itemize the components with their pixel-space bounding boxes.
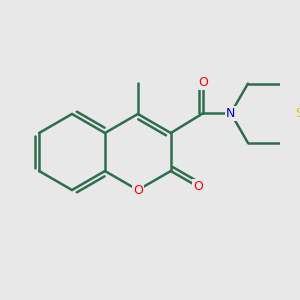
Text: O: O (133, 184, 143, 196)
Text: S: S (295, 107, 300, 120)
Text: O: O (193, 180, 203, 193)
Text: O: O (198, 76, 208, 88)
Text: N: N (226, 107, 236, 120)
